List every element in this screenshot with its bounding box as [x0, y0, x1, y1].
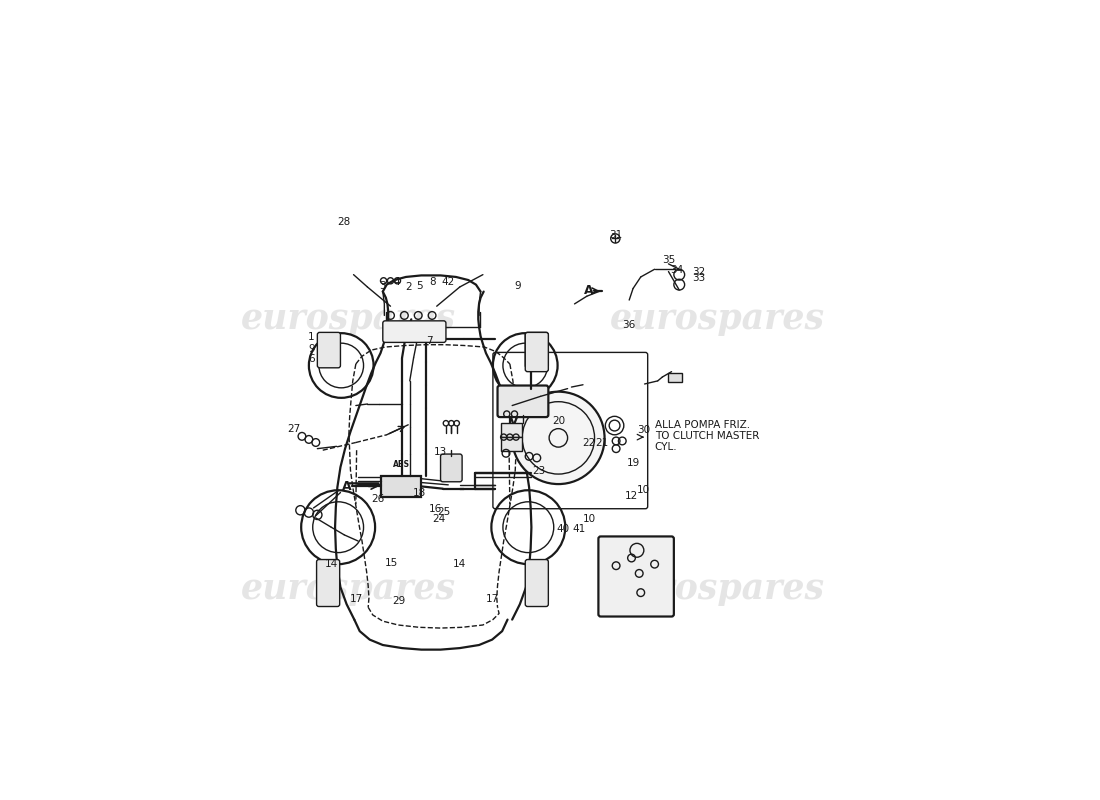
- Text: 14: 14: [324, 559, 338, 569]
- Text: 15: 15: [385, 558, 398, 568]
- Text: 41: 41: [572, 524, 586, 534]
- Text: A: A: [342, 480, 351, 493]
- Text: 23: 23: [532, 466, 546, 476]
- Text: 30: 30: [637, 425, 650, 435]
- Text: 17: 17: [350, 594, 363, 604]
- Text: 27: 27: [287, 424, 301, 434]
- Text: 2: 2: [405, 282, 411, 292]
- Text: eurospares: eurospares: [241, 572, 455, 606]
- FancyBboxPatch shape: [318, 332, 341, 368]
- Bar: [500, 423, 522, 437]
- Text: 35: 35: [662, 255, 675, 265]
- Text: 28: 28: [338, 217, 351, 226]
- Text: 18: 18: [414, 488, 427, 498]
- Text: 36: 36: [621, 321, 635, 330]
- Circle shape: [513, 392, 605, 484]
- Text: 1: 1: [308, 332, 315, 342]
- Text: TO CLUTCH MASTER: TO CLUTCH MASTER: [654, 431, 759, 442]
- Text: 26: 26: [371, 494, 384, 504]
- Text: 4: 4: [394, 277, 400, 286]
- Text: 12: 12: [625, 490, 638, 501]
- Text: ABS: ABS: [393, 460, 410, 470]
- Text: 21: 21: [595, 438, 609, 448]
- FancyBboxPatch shape: [317, 559, 340, 606]
- FancyBboxPatch shape: [598, 537, 674, 617]
- Text: 25: 25: [437, 507, 450, 517]
- Text: A: A: [584, 284, 594, 298]
- Text: 10: 10: [583, 514, 596, 524]
- Text: 33: 33: [693, 274, 706, 283]
- Bar: [500, 437, 522, 451]
- Text: 6: 6: [308, 354, 315, 364]
- Text: 20: 20: [552, 416, 565, 426]
- Bar: [669, 373, 682, 382]
- Text: 29: 29: [393, 596, 406, 606]
- Text: 7: 7: [426, 336, 432, 346]
- Text: 34: 34: [670, 265, 683, 275]
- Text: 9: 9: [308, 343, 315, 354]
- Text: 40: 40: [557, 524, 570, 534]
- Text: eurospares: eurospares: [610, 302, 825, 336]
- Bar: [382, 476, 421, 497]
- FancyBboxPatch shape: [497, 386, 548, 417]
- Text: 32: 32: [693, 267, 706, 278]
- Text: 31: 31: [609, 230, 623, 240]
- FancyBboxPatch shape: [526, 332, 548, 368]
- FancyBboxPatch shape: [526, 332, 548, 372]
- Text: 3: 3: [379, 281, 386, 291]
- Text: 10: 10: [637, 486, 650, 495]
- Text: 22: 22: [582, 438, 595, 448]
- Text: 24: 24: [432, 514, 446, 525]
- Text: 13: 13: [433, 446, 448, 457]
- Text: CYL.: CYL.: [654, 442, 678, 452]
- Text: eurospares: eurospares: [241, 302, 455, 336]
- Text: 16: 16: [429, 504, 442, 514]
- Text: 8: 8: [429, 277, 436, 286]
- Text: 17: 17: [485, 594, 498, 604]
- Text: 5: 5: [417, 281, 424, 291]
- Text: 19: 19: [627, 458, 640, 467]
- FancyBboxPatch shape: [383, 321, 446, 342]
- FancyBboxPatch shape: [526, 559, 548, 606]
- Text: ALLA POMPA FRIZ.: ALLA POMPA FRIZ.: [654, 420, 750, 430]
- FancyBboxPatch shape: [440, 454, 462, 482]
- Text: 14: 14: [452, 559, 465, 569]
- Text: 42: 42: [441, 277, 455, 286]
- Text: eurospares: eurospares: [610, 572, 825, 606]
- Text: 9: 9: [514, 281, 521, 291]
